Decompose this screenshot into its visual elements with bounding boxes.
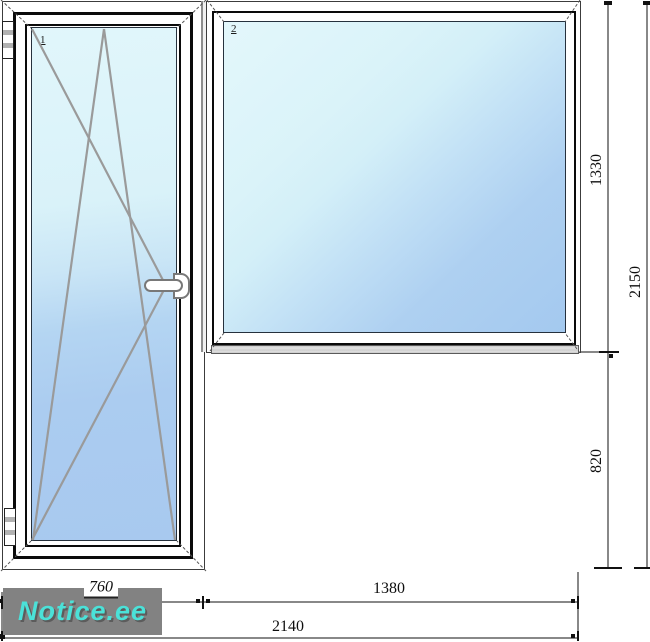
door-hinge-top xyxy=(2,21,14,59)
door-handle xyxy=(144,273,194,301)
door-handle-bar xyxy=(144,279,183,292)
hinge-band xyxy=(3,30,13,35)
dim-below-window-height-label: 820 xyxy=(588,449,605,473)
dim-door-width-label: 760 xyxy=(84,579,118,599)
dim-total-width-label: 2140 xyxy=(272,618,304,635)
hinge-band xyxy=(5,517,15,522)
mitre-joint-lines xyxy=(0,0,581,572)
tilt-turn-opening-symbol xyxy=(31,28,177,541)
watermark-text: Notice.ee xyxy=(17,596,148,626)
dim-window-width-label: 1380 xyxy=(373,580,405,597)
watermark-badge: Notice.ee xyxy=(3,588,162,635)
hinge-band xyxy=(3,43,13,48)
door-position-number: 1 xyxy=(40,34,46,46)
window-position-number: 2 xyxy=(231,23,237,35)
window-glass xyxy=(223,21,566,333)
dim-total-height-label: 2150 xyxy=(627,266,644,298)
door-hinge-bottom xyxy=(4,508,16,546)
hinge-band xyxy=(5,530,15,535)
dim-window-height-label: 1330 xyxy=(588,154,605,186)
